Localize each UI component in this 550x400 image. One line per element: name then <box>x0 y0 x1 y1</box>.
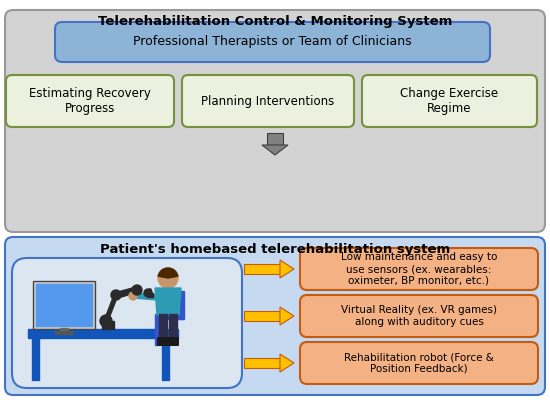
Text: Rehabilitation robot (Force &
Position Feedback): Rehabilitation robot (Force & Position F… <box>344 352 494 374</box>
Bar <box>32 338 39 380</box>
Circle shape <box>158 268 178 288</box>
Text: Patient's homebased telerehabilitation system: Patient's homebased telerehabilitation s… <box>100 243 450 256</box>
Bar <box>159 314 167 340</box>
FancyBboxPatch shape <box>55 22 490 62</box>
Text: Telerehabilitation Control & Monitoring System: Telerehabilitation Control & Monitoring … <box>98 15 452 28</box>
Circle shape <box>132 285 142 295</box>
Polygon shape <box>280 260 294 278</box>
Bar <box>180 291 184 319</box>
Circle shape <box>100 315 112 327</box>
Bar <box>148 293 153 297</box>
Text: Virtual Reality (ex. VR games)
along with auditory cues: Virtual Reality (ex. VR games) along wit… <box>341 305 497 327</box>
Polygon shape <box>104 295 118 321</box>
FancyBboxPatch shape <box>267 133 283 145</box>
Bar <box>165 278 171 290</box>
Bar <box>155 314 182 319</box>
FancyBboxPatch shape <box>300 342 538 384</box>
Circle shape <box>144 289 152 297</box>
FancyBboxPatch shape <box>244 358 280 368</box>
Wedge shape <box>158 268 178 278</box>
FancyBboxPatch shape <box>167 337 179 346</box>
FancyBboxPatch shape <box>182 75 354 127</box>
Polygon shape <box>133 293 157 300</box>
Circle shape <box>111 290 121 300</box>
Bar <box>169 314 177 340</box>
FancyBboxPatch shape <box>5 10 545 232</box>
FancyBboxPatch shape <box>244 264 280 274</box>
Text: Professional Therapists or Team of Clinicians: Professional Therapists or Team of Clini… <box>133 36 411 48</box>
Text: Change Exercise
Regime: Change Exercise Regime <box>400 87 498 115</box>
FancyBboxPatch shape <box>6 75 174 127</box>
Text: Estimating Recovery
Progress: Estimating Recovery Progress <box>29 87 151 115</box>
Bar <box>162 338 169 380</box>
Text: Low maintenance and easy to
use sensors (ex. wearables:
oximeter, BP monitor, et: Low maintenance and easy to use sensors … <box>341 252 497 286</box>
FancyBboxPatch shape <box>362 75 537 127</box>
FancyBboxPatch shape <box>33 281 95 329</box>
Bar <box>147 289 152 293</box>
FancyBboxPatch shape <box>244 311 280 321</box>
Bar <box>155 318 159 345</box>
FancyBboxPatch shape <box>5 237 545 395</box>
FancyBboxPatch shape <box>12 258 242 388</box>
Polygon shape <box>155 288 181 315</box>
FancyBboxPatch shape <box>300 248 538 290</box>
FancyBboxPatch shape <box>300 295 538 337</box>
Bar <box>60 328 68 332</box>
Bar <box>102 321 114 329</box>
Bar <box>36 284 92 326</box>
Polygon shape <box>262 145 288 155</box>
Text: Planning Interventions: Planning Interventions <box>201 94 334 108</box>
Polygon shape <box>280 354 294 372</box>
Bar <box>28 329 178 338</box>
Bar <box>55 331 73 334</box>
Polygon shape <box>114 287 138 298</box>
FancyBboxPatch shape <box>157 337 169 346</box>
Circle shape <box>129 292 137 300</box>
Polygon shape <box>280 307 294 325</box>
